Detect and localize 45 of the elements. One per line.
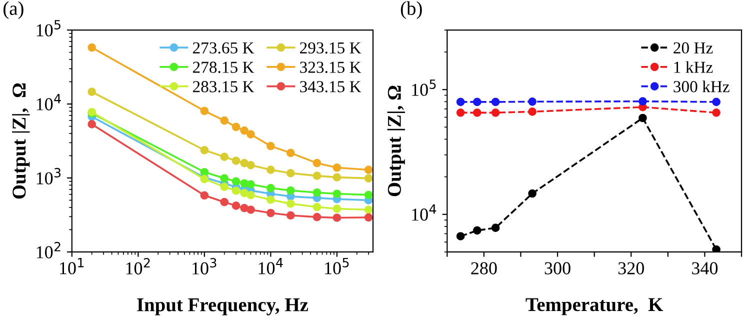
y-tick-label: 10$^{4}$ bbox=[36, 94, 61, 110]
legend-label: 20 Hz bbox=[674, 42, 713, 54]
y-tick-label: 10$^{2}$ bbox=[36, 242, 60, 258]
x-axis-title: Input Frequency, Hz bbox=[137, 298, 308, 316]
x-axis-title: Temperature, K bbox=[526, 298, 664, 316]
legend-label: 300 kHz bbox=[674, 80, 730, 92]
point bbox=[491, 224, 500, 232]
chart-title: (a) bbox=[4, 1, 24, 19]
x-tick-label: 10$^{2}$ bbox=[126, 258, 150, 274]
x-tick-label: 10$^{4}$ bbox=[258, 258, 283, 274]
y-tick-label: 10$^{3}$ bbox=[36, 168, 61, 184]
legend-label: 283.15 K bbox=[192, 81, 254, 92]
legend-label: 293.15 K bbox=[300, 42, 362, 54]
point bbox=[712, 98, 720, 106]
x-tick-label: 340 bbox=[692, 262, 718, 274]
x-tick-label: 280 bbox=[471, 262, 497, 274]
x-tick-label: 10$^{3}$ bbox=[192, 258, 216, 274]
point bbox=[528, 98, 536, 106]
point bbox=[712, 245, 720, 252]
chart-title: (b) bbox=[400, 1, 422, 19]
x-tick-label: 320 bbox=[618, 262, 644, 274]
point bbox=[491, 108, 500, 117]
point bbox=[472, 108, 482, 117]
point bbox=[638, 114, 647, 122]
point bbox=[472, 226, 482, 235]
point bbox=[528, 189, 536, 198]
y-tick-label: 10$^{5}$ bbox=[36, 20, 60, 36]
legend-label: 273.65 K bbox=[192, 42, 254, 54]
legend-label: 343.15 K bbox=[300, 81, 362, 92]
x-tick-label: 300 bbox=[544, 262, 570, 274]
point bbox=[456, 232, 465, 240]
legend-label: 278.15 K bbox=[192, 62, 254, 73]
point bbox=[491, 98, 500, 106]
y-axis-title: Output |Z|, Ω bbox=[387, 86, 405, 196]
point bbox=[456, 98, 465, 106]
point bbox=[456, 108, 465, 117]
x-tick-label: 10$^{5}$ bbox=[325, 258, 349, 274]
legend-label: 323.15 K bbox=[300, 62, 362, 73]
point bbox=[712, 108, 720, 117]
x-tick-label: 10$^{1}$ bbox=[60, 258, 84, 274]
point bbox=[472, 98, 482, 106]
legend-label: 1 kHz bbox=[674, 61, 713, 73]
y-axis-title: Output |Z|, Ω bbox=[12, 83, 30, 199]
point bbox=[528, 108, 536, 116]
point bbox=[638, 97, 647, 106]
